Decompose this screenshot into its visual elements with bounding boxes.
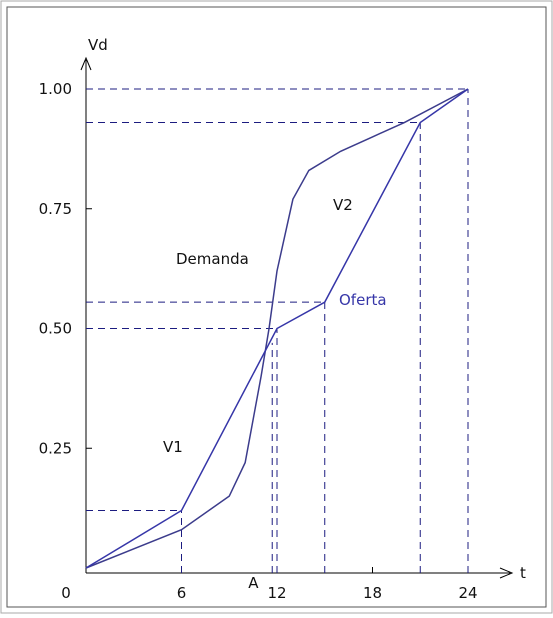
x-tick-label: 0 [61,584,71,602]
annotation: V1 [163,438,183,456]
annotation: V2 [333,196,353,214]
x-arrow [499,567,514,579]
marker-label: A [248,574,259,592]
inner-frame [6,6,547,608]
series-line [85,88,469,569]
y-arrow [80,56,92,71]
series-line [85,88,469,569]
x-label: t [520,564,526,582]
y-tick-label: 0.50 [39,320,72,338]
y-tick-label: 1.00 [39,80,72,98]
y-tick-label: 0.25 [39,439,72,457]
y-label: Vd [88,36,108,54]
series-label: Oferta [339,291,387,309]
x-tick-label: 24 [458,584,477,602]
x-tick-label: 18 [363,584,382,602]
y-tick-label: 0.75 [39,200,72,218]
x-tick-label: 6 [177,584,187,602]
x-tick-label: 12 [267,584,286,602]
series-label: Demanda [176,250,249,268]
